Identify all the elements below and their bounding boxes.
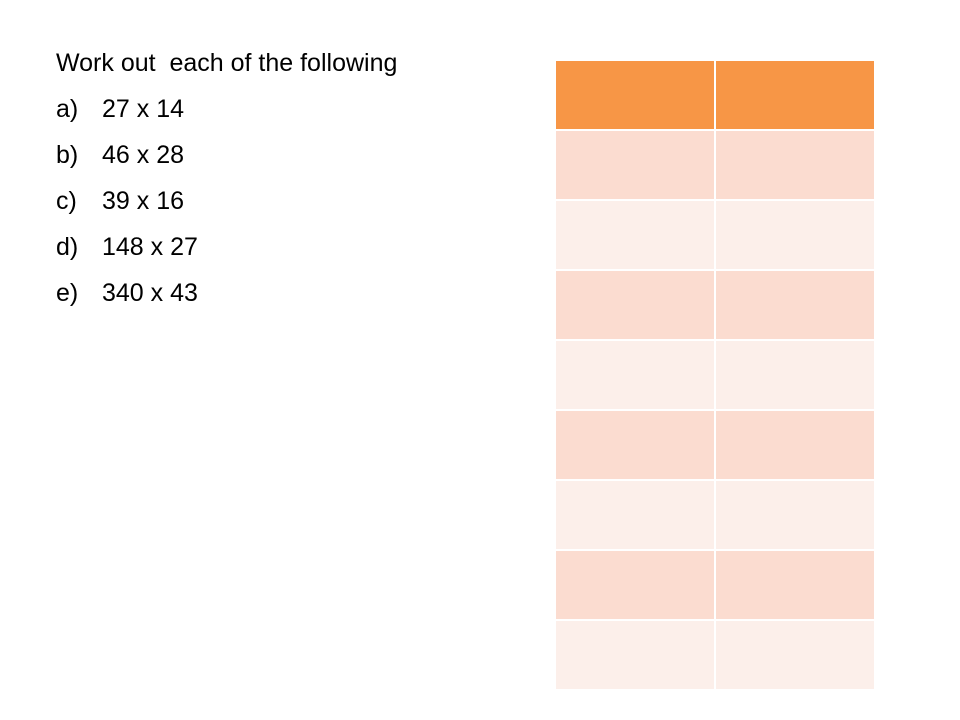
answer-cell <box>714 619 876 691</box>
answer-cell <box>554 129 716 201</box>
answer-cell <box>554 339 716 411</box>
answer-grid <box>554 59 876 691</box>
problem-expression: 46 x 28 <box>102 141 185 169</box>
answer-cell <box>714 479 876 551</box>
problem-label: d) <box>56 233 79 261</box>
answer-cell <box>554 479 716 551</box>
answer-cell <box>714 269 876 341</box>
answer-grid-row <box>554 199 876 271</box>
problem-item: d) 148 x 27 <box>56 228 496 274</box>
problem-expression: 340 x 43 <box>102 279 198 307</box>
answer-grid-header-cell <box>714 59 876 131</box>
problem-item: a) 27 x 14 <box>56 90 496 136</box>
answer-cell <box>554 199 716 271</box>
problem-expression: 39 x 16 <box>102 187 185 215</box>
problem-label: b) <box>56 141 79 169</box>
answer-cell <box>554 549 716 621</box>
answer-grid-row <box>554 269 876 341</box>
problem-label: a) <box>56 95 79 123</box>
answer-grid-row <box>554 409 876 481</box>
answer-cell <box>714 199 876 271</box>
answer-grid-row <box>554 619 876 691</box>
answer-grid-row <box>554 339 876 411</box>
problem-label: e) <box>56 279 79 307</box>
problem-expression: 27 x 14 <box>102 95 185 123</box>
answer-cell <box>554 619 716 691</box>
problem-item: b) 46 x 28 <box>56 136 496 182</box>
answer-cell <box>554 409 716 481</box>
answer-cell <box>714 129 876 201</box>
answer-cell <box>714 549 876 621</box>
answer-grid-row <box>554 549 876 621</box>
answer-grid-row <box>554 129 876 201</box>
problem-item: c) 39 x 16 <box>56 182 496 228</box>
instructions-panel: Work out each of the following a) 27 x 1… <box>56 44 496 320</box>
problem-item: e) 340 x 43 <box>56 274 496 320</box>
answer-grid-row <box>554 479 876 551</box>
answer-grid-header-cell <box>554 59 716 131</box>
answer-grid-header-row <box>554 59 876 131</box>
problem-expression: 148 x 27 <box>102 233 198 261</box>
problem-label: c) <box>56 187 77 215</box>
instructions-heading: Work out each of the following <box>56 49 398 77</box>
answer-cell <box>714 409 876 481</box>
answer-cell <box>714 339 876 411</box>
answer-cell <box>554 269 716 341</box>
